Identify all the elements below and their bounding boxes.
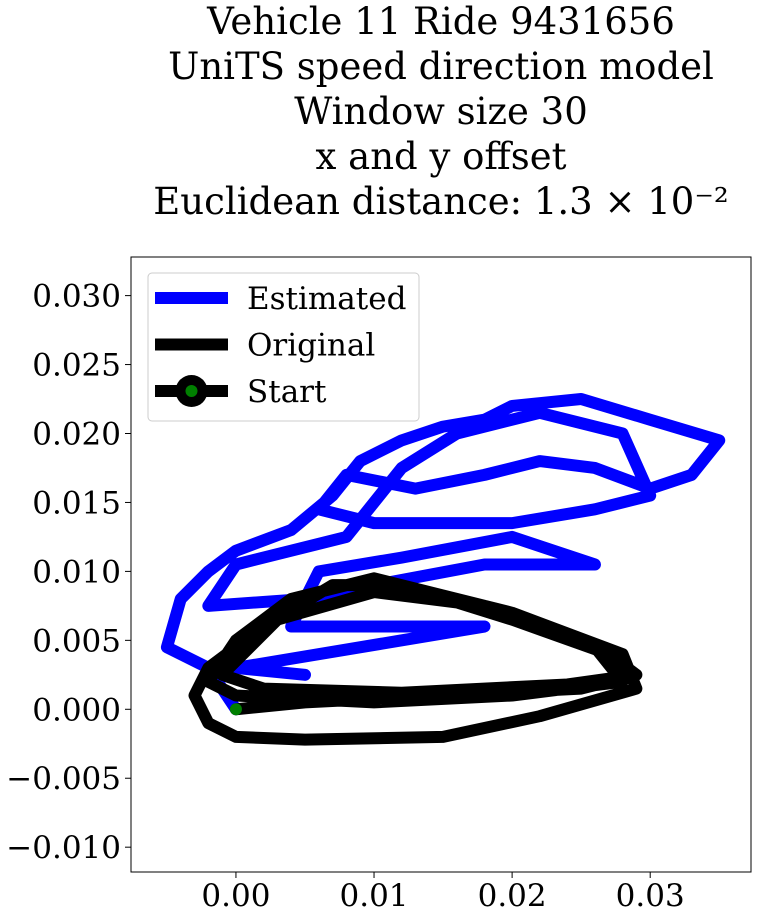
chart-title: x and y offset bbox=[316, 135, 567, 178]
x-tick-label: 0.00 bbox=[201, 878, 270, 914]
chart-title: Vehicle 11 Ride 9431656 bbox=[206, 0, 675, 43]
legend-label: Estimated bbox=[247, 281, 406, 317]
chart-title: Euclidean distance: 1.3 × 10⁻² bbox=[153, 180, 728, 223]
y-tick-label: −0.005 bbox=[6, 761, 121, 797]
x-tick-label: 0.03 bbox=[616, 878, 685, 914]
plot-area bbox=[160, 393, 726, 746]
start-marker bbox=[229, 703, 242, 716]
legend-box bbox=[147, 272, 420, 422]
y-tick-label: 0.005 bbox=[32, 623, 121, 659]
legend-label: Original bbox=[247, 328, 375, 364]
legend-marker bbox=[185, 385, 198, 397]
y-tick-label: 0.025 bbox=[32, 348, 121, 384]
trajectory-line bbox=[160, 393, 726, 716]
trajectory-line bbox=[188, 572, 643, 746]
y-tick-label: −0.010 bbox=[6, 830, 121, 866]
y-tick-label: 0.000 bbox=[32, 692, 121, 728]
legend-label: Start bbox=[247, 374, 327, 410]
chart-title: UniTS speed direction model bbox=[168, 45, 714, 88]
x-tick-label: 0.02 bbox=[478, 878, 547, 914]
y-tick-label: 0.020 bbox=[32, 417, 121, 453]
plot-frame bbox=[130, 256, 752, 873]
y-tick-label: 0.015 bbox=[32, 485, 121, 521]
legend: Estimated Original Start bbox=[147, 272, 420, 422]
x-tick-label: 0.01 bbox=[340, 878, 409, 914]
y-tick-label: 0.010 bbox=[32, 554, 121, 590]
chart-title: Window size 30 bbox=[294, 90, 588, 133]
y-tick-label: 0.030 bbox=[32, 279, 121, 315]
